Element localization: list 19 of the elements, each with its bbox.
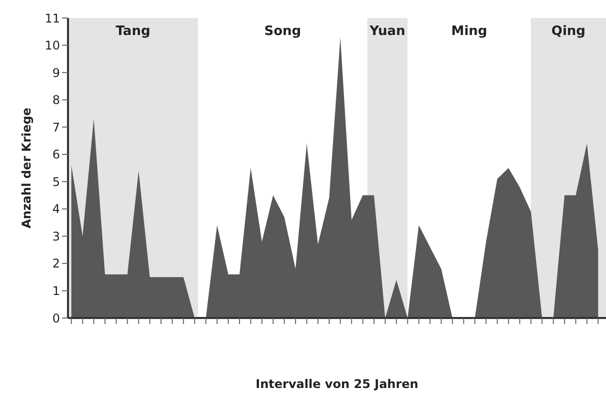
annotation: Tang (116, 24, 150, 40)
y-tick-label: 9 (52, 66, 60, 80)
y-tick-label: 0 (52, 311, 60, 326)
y-axis-title: Anzahl der Kriege (19, 108, 34, 228)
y-tick-label: 6 (52, 148, 60, 162)
annotation: Yuan (368, 24, 406, 40)
y-tick-label: 11 (44, 11, 60, 26)
y-tick-label: 7 (52, 120, 60, 134)
y-tick-label: 3 (52, 229, 60, 244)
y-tick-label: 8 (52, 93, 60, 108)
annotation: Song (264, 24, 302, 40)
y-tick-label: 1 (52, 284, 60, 298)
y-tick-label: 10 (44, 38, 60, 53)
y-tick-label: 4 (52, 202, 60, 216)
annotation: Ming (451, 24, 488, 40)
x-axis-title: Intervalle von 25 Jahren (256, 377, 418, 391)
y-tick-label: 5 (52, 174, 60, 189)
annotation: Qing (551, 24, 586, 40)
y-tick-label: 2 (52, 256, 60, 271)
